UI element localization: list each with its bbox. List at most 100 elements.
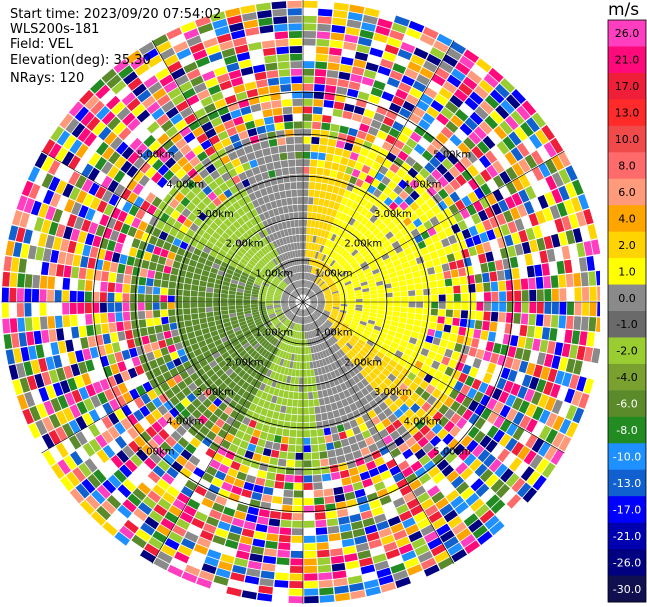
ppi-bin [188, 337, 198, 346]
ppi-bin [96, 484, 111, 499]
ppi-bin [382, 355, 392, 364]
ppi-bin [386, 152, 397, 163]
ppi-bin [347, 257, 356, 264]
ppi-bin [413, 485, 426, 498]
ppi-bin [347, 208, 356, 217]
ppi-bin [241, 488, 253, 499]
ppi-bin [523, 200, 535, 215]
ppi-bin [355, 416, 365, 426]
ppi-bin [296, 437, 303, 445]
ppi-bin [260, 247, 268, 256]
ppi-bin [309, 306, 316, 311]
ppi-bin [397, 150, 409, 162]
ppi-bin [397, 48, 413, 61]
ppi-bin [114, 351, 124, 363]
ppi-bin [310, 297, 317, 301]
azimuth-spoke [41, 301, 304, 454]
ppi-bin [374, 276, 383, 283]
ppi-bin [62, 302, 70, 315]
ppi-bin [288, 299, 296, 301]
ppi-bin [543, 353, 554, 368]
ppi-bin [160, 544, 177, 557]
ppi-bin [101, 323, 110, 334]
ppi-bin [152, 310, 161, 318]
ppi-bin [128, 347, 138, 358]
ppi-bin [202, 231, 212, 241]
ppi-bin [288, 212, 294, 220]
ppi-bin [291, 369, 296, 377]
ppi-bin [274, 31, 289, 40]
ppi-bin [38, 387, 50, 402]
ppi-bin [122, 293, 130, 302]
ppi-bin [171, 67, 186, 80]
ppi-bin [565, 182, 577, 199]
ppi-bin [175, 308, 183, 316]
ppi-bin [274, 404, 282, 413]
ppi-bin [138, 502, 153, 516]
ppi-bin [294, 315, 298, 323]
ppi-bin [316, 46, 329, 55]
ppi-bin [342, 322, 350, 328]
ppi-bin [110, 363, 120, 375]
ppi-bin [217, 105, 230, 116]
ppi-bin [379, 235, 388, 244]
ppi-bin [289, 284, 295, 291]
ppi-bin [263, 116, 274, 125]
ppi-bin [113, 469, 127, 483]
ppi-bin [368, 336, 377, 343]
ppi-bin [398, 179, 409, 190]
ppi-bin [196, 201, 207, 212]
ppi-bin [256, 262, 264, 269]
ppi-bin [516, 142, 530, 158]
ppi-bin [303, 445, 311, 453]
ppi-bin [478, 253, 487, 264]
ppi-bin [231, 340, 240, 347]
ppi-bin [398, 543, 414, 555]
ppi-bin [241, 326, 250, 333]
ppi-bin [413, 47, 429, 60]
ppi-bin [234, 366, 243, 375]
ppi-bin [198, 168, 210, 179]
ppi-bin [304, 287, 307, 295]
ppi-bin [289, 275, 294, 282]
ppi-bin [285, 287, 292, 293]
ppi-bin [528, 212, 539, 227]
ppi-bin [134, 435, 146, 449]
ppi-bin [273, 278, 280, 285]
ppi-bin [180, 408, 191, 419]
ppi-bin [356, 243, 364, 252]
ppi-bin [396, 327, 405, 335]
ppi-bin [177, 321, 185, 329]
ppi-bin [329, 47, 342, 56]
ppi-bin [387, 329, 396, 337]
ppi-bin [376, 567, 392, 579]
ppi-bin [294, 136, 303, 144]
ppi-bin [427, 350, 437, 360]
ppi-bin [303, 482, 313, 490]
ppi-bin [436, 132, 449, 145]
ppi-bin [113, 373, 124, 385]
ppi-bin [153, 557, 170, 571]
ppi-bin [290, 293, 297, 298]
ppi-bin [282, 294, 289, 298]
ppi-bin [550, 275, 559, 288]
ppi-bin [333, 2, 349, 11]
ppi-bin [146, 153, 159, 166]
ppi-bin [328, 317, 336, 323]
ppi-bin [254, 264, 262, 271]
ppi-bin [438, 302, 446, 309]
ppi-bin [251, 294, 259, 298]
ppi-bin [196, 368, 206, 377]
ppi-bin [273, 295, 281, 299]
ppi-bin [117, 210, 128, 223]
ppi-bin [314, 337, 319, 345]
ppi-bin [290, 422, 297, 430]
ppi-bin [259, 290, 267, 295]
colorbar-tick-label: 0.0 [618, 292, 636, 305]
ppi-bin [401, 334, 410, 342]
ppi-bin [181, 207, 192, 218]
ppi-bin [248, 358, 256, 366]
ppi-bin [292, 520, 303, 528]
ppi-bin [307, 250, 311, 258]
ppi-bin [298, 272, 301, 280]
